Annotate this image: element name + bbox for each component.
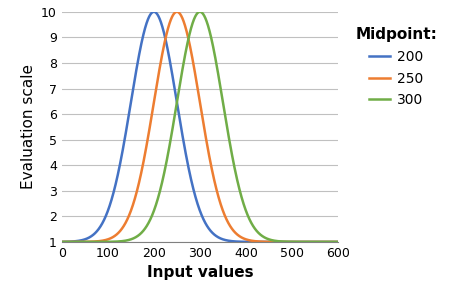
200 <box>193 198 199 201</box>
300 <box>335 240 341 244</box>
250 <box>327 240 333 244</box>
200 <box>327 240 333 244</box>
200 <box>186 168 192 171</box>
300 <box>73 240 79 244</box>
250 <box>193 78 199 82</box>
300 <box>193 13 199 17</box>
200 <box>327 240 333 244</box>
Line: 300: 300 <box>62 12 338 242</box>
250 <box>277 240 282 244</box>
200 <box>73 239 79 243</box>
250 <box>73 240 79 244</box>
200 <box>59 240 65 244</box>
Y-axis label: Evaluation scale: Evaluation scale <box>20 64 36 189</box>
250 <box>335 240 341 244</box>
X-axis label: Input values: Input values <box>147 265 253 280</box>
250 <box>59 240 65 244</box>
Legend: 200, 250, 300: 200, 250, 300 <box>350 22 443 113</box>
300 <box>59 240 65 244</box>
200 <box>277 240 282 244</box>
300 <box>277 240 282 243</box>
200 <box>151 10 157 14</box>
Line: 250: 250 <box>62 12 338 242</box>
250 <box>327 240 333 244</box>
300 <box>327 240 333 244</box>
250 <box>174 10 180 14</box>
250 <box>186 40 192 43</box>
Line: 200: 200 <box>62 12 338 242</box>
300 <box>327 240 333 244</box>
300 <box>197 10 203 14</box>
200 <box>335 240 341 244</box>
300 <box>186 35 192 39</box>
